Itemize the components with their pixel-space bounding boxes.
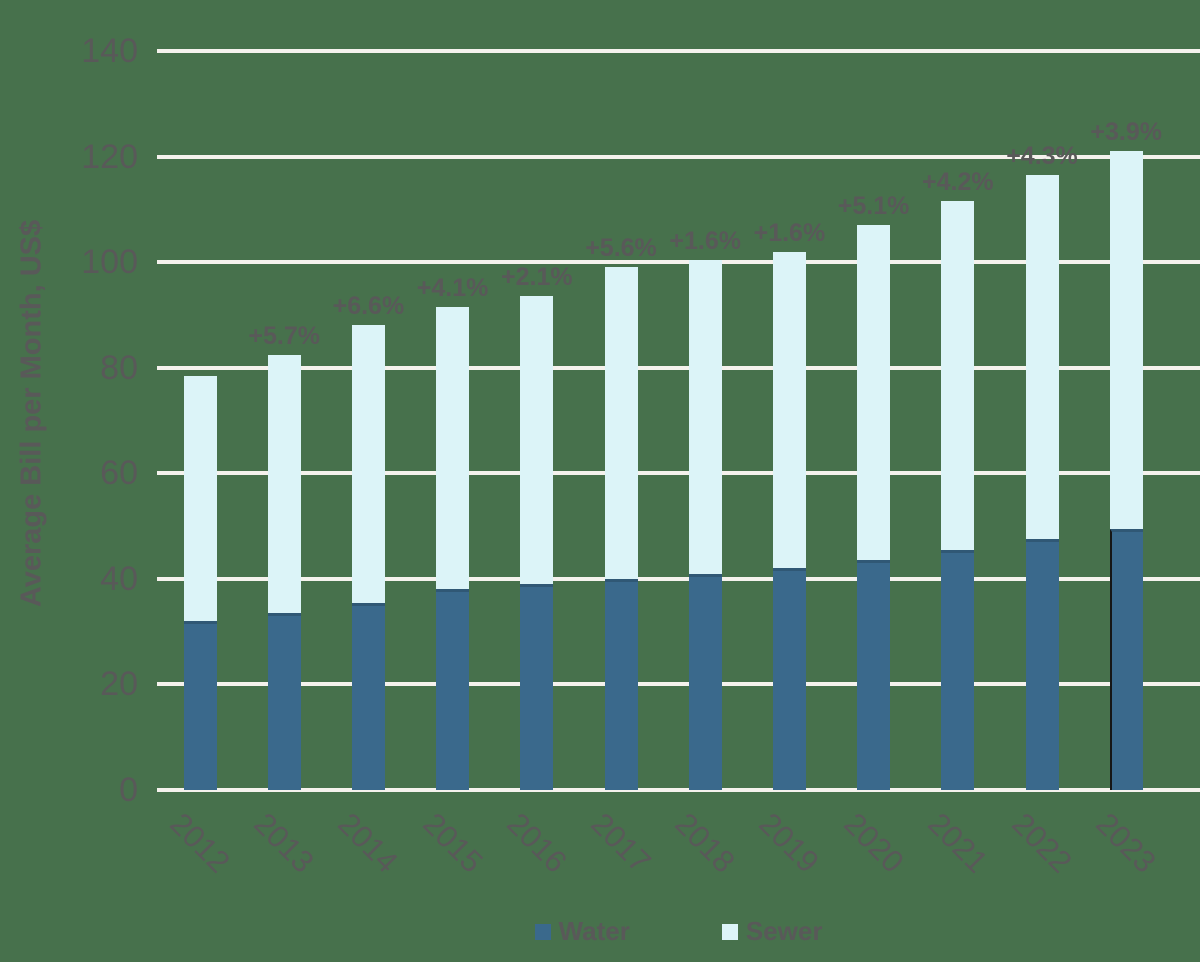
water-segment-2017 — [604, 578, 638, 790]
legend-swatch-sewer — [721, 923, 738, 940]
water-segment-2022 — [1025, 539, 1059, 790]
x-axis-label-2023: 2023 — [1089, 806, 1163, 880]
x-axis-label-2022: 2022 — [1005, 806, 1079, 880]
y-gridline — [157, 365, 1200, 370]
x-axis-label-2018: 2018 — [668, 806, 742, 880]
legend-item-sewer: Sewer — [721, 916, 823, 947]
y-gridline — [157, 682, 1200, 687]
percent-change-label-2014: +6.6% — [332, 292, 405, 321]
sewer-segment-2015 — [436, 307, 470, 590]
y-tick-label: 100 — [81, 243, 138, 282]
y-tick-label: 0 — [119, 771, 138, 809]
percent-change-label-2021: +4.2% — [922, 168, 994, 197]
x-axis-label-2017: 2017 — [584, 806, 658, 880]
water-segment-2019 — [772, 568, 806, 790]
y-axis-title: Average Bill per Month, US$ — [15, 219, 48, 608]
percent-change-label-2023: +3.9% — [1090, 118, 1162, 147]
legend-item-water: Water — [534, 916, 630, 947]
sewer-segment-2018 — [688, 259, 722, 574]
sewer-segment-2022 — [1025, 175, 1059, 540]
legend-label-water: Water — [558, 916, 630, 946]
x-axis-label-2015: 2015 — [415, 806, 490, 880]
y-gridline — [157, 471, 1200, 476]
x-axis-label-2016: 2016 — [500, 806, 574, 880]
water-segment-2014 — [351, 602, 385, 790]
x-axis-label-2019: 2019 — [752, 806, 827, 880]
water-segment-2016 — [520, 584, 554, 790]
water-segment-2023 — [1109, 528, 1143, 790]
x-axis-label-2012: 2012 — [163, 806, 237, 880]
percent-change-label-2018: +1.6% — [669, 226, 741, 255]
y-tick-label: 80 — [100, 348, 138, 387]
percent-change-label-2013: +5.7% — [248, 321, 320, 350]
percent-change-label-2019: +1.6% — [753, 218, 826, 247]
x-axis-label-2014: 2014 — [331, 806, 406, 880]
sewer-segment-2019 — [772, 251, 806, 569]
sewer-segment-2023 — [1109, 151, 1143, 529]
percent-change-label-2022: +4.3% — [1006, 142, 1078, 171]
water-segment-2020 — [857, 560, 891, 790]
legend-swatch-water — [534, 923, 551, 940]
y-gridline — [157, 260, 1200, 265]
sewer-segment-2016 — [520, 296, 554, 585]
water-segment-2021 — [941, 549, 975, 790]
water-segment-2018 — [688, 573, 722, 790]
water-segment-2013 — [267, 613, 301, 790]
sewer-segment-2014 — [351, 325, 385, 603]
y-gridline — [157, 788, 1200, 792]
percent-change-label-2017: +5.6% — [585, 234, 657, 263]
y-tick-label: 20 — [100, 665, 138, 704]
sewer-segment-2021 — [941, 201, 975, 550]
y-tick-label: 120 — [81, 137, 138, 176]
y-gridline — [157, 49, 1200, 53]
percent-change-label-2020: +5.1% — [837, 192, 910, 221]
y-tick-label: 60 — [100, 454, 138, 493]
x-axis-label-2013: 2013 — [247, 806, 321, 880]
percent-change-label-2015: +4.1% — [416, 274, 489, 302]
sewer-segment-2012 — [183, 375, 217, 622]
y-tick-label: 40 — [100, 559, 138, 598]
water-segment-2012 — [183, 621, 217, 790]
water-segment-2015 — [436, 589, 470, 790]
legend-label-sewer: Sewer — [745, 916, 823, 946]
y-gridline — [157, 576, 1200, 581]
y-gridline — [157, 154, 1200, 159]
x-axis-label-2021: 2021 — [921, 806, 995, 880]
y-tick-label: 140 — [81, 32, 138, 70]
sewer-segment-2017 — [604, 267, 638, 579]
x-axis-label-2020: 2020 — [836, 806, 911, 880]
sewer-segment-2013 — [267, 354, 301, 614]
legend: Water Sewer — [157, 916, 1200, 947]
sewer-segment-2020 — [857, 225, 891, 561]
percent-change-label-2016: +2.1% — [501, 263, 573, 292]
